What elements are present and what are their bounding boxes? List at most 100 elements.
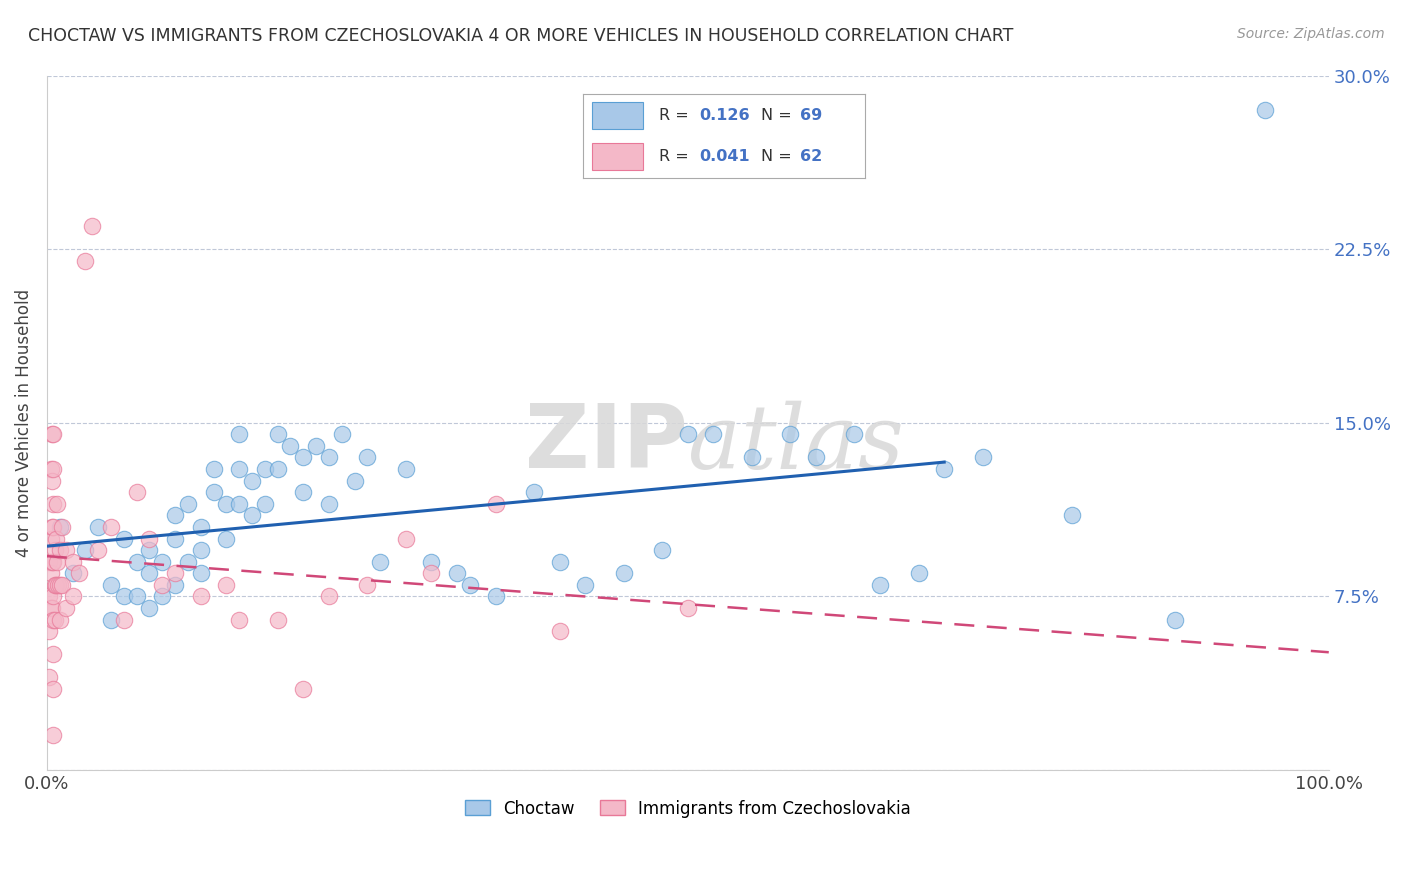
Point <box>446 566 468 581</box>
Point <box>318 590 340 604</box>
Point <box>420 555 443 569</box>
Point <box>55 543 77 558</box>
Point <box>676 427 699 442</box>
Point <box>67 566 90 581</box>
Text: Source: ZipAtlas.com: Source: ZipAtlas.com <box>1237 27 1385 41</box>
Text: N =: N = <box>761 108 797 123</box>
Point <box>574 578 596 592</box>
Bar <box>592 103 643 129</box>
Point <box>39 566 62 581</box>
Point <box>934 462 956 476</box>
Legend: Choctaw, Immigrants from Czechoslovakia: Choctaw, Immigrants from Czechoslovakia <box>458 793 918 824</box>
Text: R =: R = <box>659 108 695 123</box>
Point <box>48 520 70 534</box>
Point <box>292 485 315 500</box>
Point <box>42 497 65 511</box>
Point <box>702 427 724 442</box>
Point <box>1253 103 1275 118</box>
Point <box>253 462 276 476</box>
Point <box>676 601 699 615</box>
Point <box>548 624 571 639</box>
Point <box>202 485 225 500</box>
Point <box>305 439 328 453</box>
Point <box>741 450 763 465</box>
Point <box>48 613 70 627</box>
Point <box>46 497 69 511</box>
Point <box>228 497 250 511</box>
Point <box>150 555 173 569</box>
Text: ZIP: ZIP <box>524 401 688 487</box>
Point <box>165 532 187 546</box>
Point <box>42 555 65 569</box>
Point <box>125 555 148 569</box>
Point <box>44 613 66 627</box>
Text: R =: R = <box>659 149 695 164</box>
Point <box>318 450 340 465</box>
Point <box>48 578 70 592</box>
Point <box>138 543 160 558</box>
Point <box>42 462 65 476</box>
Text: 62: 62 <box>800 149 823 164</box>
Point <box>42 728 65 742</box>
Point <box>51 520 73 534</box>
Point <box>41 601 63 615</box>
Point <box>45 578 67 592</box>
Point <box>343 474 366 488</box>
Point <box>395 462 418 476</box>
Point <box>42 590 65 604</box>
Point <box>292 681 315 696</box>
Text: 69: 69 <box>800 108 823 123</box>
Point <box>38 670 60 684</box>
Point <box>112 590 135 604</box>
Point <box>613 566 636 581</box>
Point <box>125 590 148 604</box>
Point <box>46 555 69 569</box>
Point <box>87 543 110 558</box>
Point <box>368 555 391 569</box>
Text: CHOCTAW VS IMMIGRANTS FROM CZECHOSLOVAKIA 4 OR MORE VEHICLES IN HOUSEHOLD CORREL: CHOCTAW VS IMMIGRANTS FROM CZECHOSLOVAKI… <box>28 27 1014 45</box>
Point <box>44 578 66 592</box>
Point <box>39 601 62 615</box>
Point <box>215 578 238 592</box>
Point <box>228 613 250 627</box>
Point <box>62 555 84 569</box>
Point <box>202 462 225 476</box>
Point <box>190 543 212 558</box>
Point <box>484 590 506 604</box>
Y-axis label: 4 or more Vehicles in Household: 4 or more Vehicles in Household <box>15 289 32 557</box>
Point <box>165 566 187 581</box>
Point <box>266 613 288 627</box>
Point <box>100 613 122 627</box>
Point <box>190 590 212 604</box>
Point <box>38 555 60 569</box>
Text: atlas: atlas <box>688 401 904 487</box>
Point <box>44 543 66 558</box>
Point <box>55 601 77 615</box>
Point <box>240 508 263 523</box>
Point <box>38 624 60 639</box>
Point <box>45 532 67 546</box>
Bar <box>592 143 643 169</box>
Point <box>458 578 481 592</box>
Point <box>1062 508 1084 523</box>
Point <box>48 578 70 592</box>
Point <box>177 497 200 511</box>
Point <box>39 532 62 546</box>
Point <box>907 566 929 581</box>
Point <box>190 566 212 581</box>
Point <box>972 450 994 465</box>
Point <box>165 508 187 523</box>
Point <box>844 427 866 442</box>
Point <box>280 439 302 453</box>
Point <box>62 590 84 604</box>
Point <box>651 543 673 558</box>
Point <box>150 590 173 604</box>
Point <box>41 555 63 569</box>
Point <box>548 555 571 569</box>
Point <box>41 474 63 488</box>
Point <box>215 532 238 546</box>
Point <box>138 601 160 615</box>
Point <box>779 427 801 442</box>
Point <box>869 578 891 592</box>
Point <box>484 497 506 511</box>
